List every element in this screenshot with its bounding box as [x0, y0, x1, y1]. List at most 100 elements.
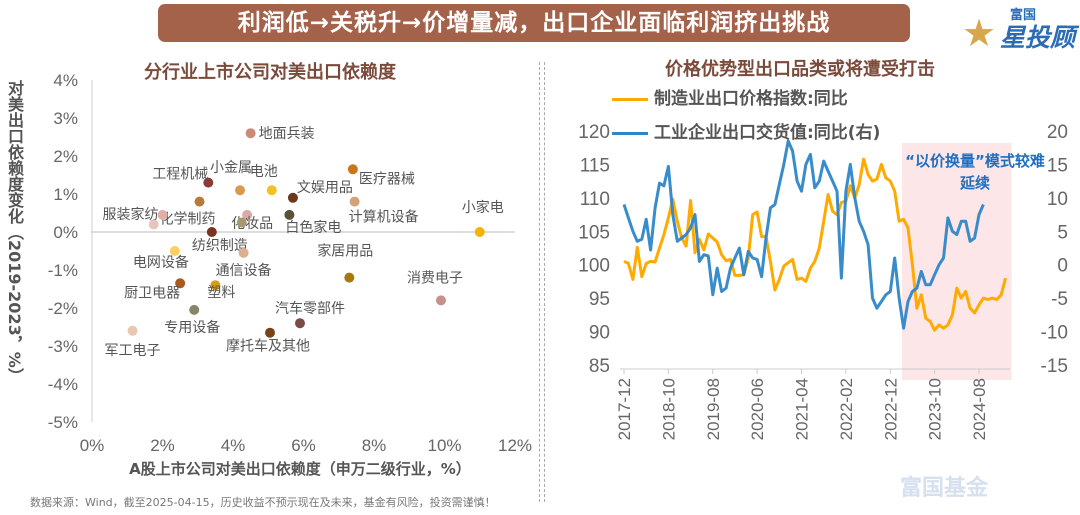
scatter-y-tick: -1% — [48, 261, 78, 280]
scatter-point — [157, 209, 168, 220]
line-x-tick: 2023-10 — [926, 378, 945, 440]
scatter-point-label: 地面兵装 — [259, 126, 315, 142]
scatter-point — [242, 209, 253, 220]
scatter-y-tick: -4% — [48, 375, 78, 394]
line-y-right-tick: 15 — [1047, 155, 1068, 176]
scatter-point-label: 工程机械 — [152, 167, 208, 183]
scatter-title: 分行业上市公司对美出口依赖度 — [144, 62, 396, 83]
line-x-tick: 2020-06 — [748, 378, 767, 440]
line-x-tick: 2017-12 — [615, 378, 634, 440]
source-note: 数据来源：Wind，截至2025-04-15，历史收益不预示现在及未来，基金有风… — [30, 496, 496, 509]
scatter-x-tick: 10% — [427, 436, 461, 455]
scatter-point — [189, 304, 200, 315]
line-x-tick: 2022-02 — [837, 378, 856, 440]
scatter-x-axis-label: A股上市公司对美出口依赖度（申万二级行业，%） — [129, 460, 471, 478]
scatter-point — [284, 209, 295, 220]
legend-swatch-export — [612, 131, 648, 135]
scatter-point-label: 计算机设备 — [349, 209, 419, 226]
scatter-point-label: 电池 — [250, 164, 278, 180]
scatter-point — [435, 295, 446, 306]
line-annotation: “以价换量”模式较难延续 — [905, 152, 1045, 192]
scatter-point — [210, 280, 221, 291]
line-y-right-tick: -5 — [1051, 289, 1068, 310]
legend-item-price: 制造业出口价格指数:同比 — [612, 84, 848, 109]
logo-small-text: 富国 — [1010, 8, 1037, 23]
watermark: 富国基金 — [900, 476, 989, 501]
scatter-point-label: 服装家纺 — [103, 206, 159, 223]
series-line-export-value — [622, 139, 985, 330]
scatter-point-label: 文娱用品 — [297, 180, 353, 196]
scatter-point-label: 纺织制造 — [192, 238, 248, 254]
line-x-tick: 2019-08 — [704, 378, 723, 440]
line-y-left-tick: 100 — [578, 256, 610, 277]
scatter-y-tick: -3% — [48, 337, 78, 356]
legend-label-price: 制造业出口价格指数:同比 — [654, 89, 848, 109]
scatter-x-tick: 12% — [498, 436, 532, 455]
scatter-point-label: 化学制药 — [160, 212, 216, 228]
scatter-point — [474, 227, 485, 237]
scatter-x-tick: 0% — [80, 436, 105, 455]
highlight-region — [902, 143, 1012, 380]
line-y-right-tick: 10 — [1047, 189, 1068, 210]
scatter-point-label: 军工电子 — [105, 343, 161, 359]
scatter-point-label: 小家电 — [462, 199, 504, 216]
line-y-left-tick: 110 — [580, 189, 610, 210]
legend-label-export: 工业企业出口交货值:同比(右) — [654, 123, 881, 143]
scatter-y-tick: 3% — [53, 109, 78, 128]
scatter-y-tick: -5% — [48, 413, 78, 432]
scatter-point-label: 白色家电 — [285, 219, 341, 236]
line-y-left-tick: 90 — [589, 323, 610, 344]
scatter-y-axis-label: 对美出口依赖度变化（2019-2023，%） — [5, 80, 24, 384]
scatter-point — [236, 217, 247, 228]
scatter-point — [238, 247, 249, 258]
scatter-point — [148, 219, 159, 230]
scatter-point — [235, 185, 246, 196]
brand-logo: ★ 富国 星投顾 — [962, 4, 1077, 52]
scatter-point — [287, 192, 298, 203]
scatter-point — [194, 196, 205, 207]
scatter-y-tick: 0% — [53, 223, 78, 242]
scatter-point — [347, 164, 358, 175]
scatter-point — [265, 327, 276, 338]
scatter-point — [344, 272, 355, 283]
line-y-right-tick: 0 — [1057, 256, 1068, 277]
scatter-y-tick: -2% — [48, 299, 78, 318]
line-y-right-tick: 5 — [1057, 222, 1068, 243]
scatter-point — [245, 128, 256, 139]
scatter-point — [266, 185, 277, 196]
line-x-tick: 2024-08 — [970, 378, 989, 440]
line-y-right-tick: 20 — [1047, 122, 1068, 143]
scatter-point-label: 电网设备 — [133, 254, 189, 271]
line-y-left-tick: 105 — [578, 222, 610, 243]
line-y-right-tick: -10 — [1041, 323, 1068, 344]
scatter-x-tick: 2% — [150, 436, 175, 455]
scatter-point — [203, 177, 214, 188]
scatter-point-label: 医疗器械 — [359, 171, 415, 187]
scatter-y-tick: 4% — [53, 71, 78, 90]
scatter-y-tick: 1% — [53, 185, 78, 204]
scatter-y-tick: 2% — [53, 147, 78, 166]
scatter-x-tick: 6% — [291, 436, 316, 455]
line-y-left-tick: 85 — [589, 356, 610, 377]
page-banner: 利润低→关税升→价增量减，出口企业面临利润挤出挑战 — [158, 4, 910, 42]
scatter-x-tick: 8% — [362, 436, 387, 455]
star-icon: ★ — [962, 11, 997, 55]
scatter-point-label: 小金属 — [210, 160, 252, 176]
scatter-point-label: 消费电子 — [407, 270, 463, 286]
logo-big-text: 星投顾 — [1000, 23, 1076, 52]
scatter-point — [206, 227, 217, 237]
chart-divider — [539, 62, 545, 502]
legend-swatch-price — [612, 97, 648, 101]
scatter-point — [169, 246, 180, 256]
scatter-point — [175, 278, 186, 289]
scatter-point-label: 汽车零部件 — [275, 300, 345, 317]
scatter-point-label: 专用设备 — [164, 319, 220, 336]
line-y-left-tick: 95 — [589, 289, 610, 310]
line-x-tick: 2022-12 — [881, 378, 900, 440]
scatter-point-label: 摩托车及其他 — [226, 338, 310, 355]
scatter-point — [349, 196, 360, 207]
line-y-right-tick: -15 — [1041, 356, 1068, 377]
line-x-tick: 2018-10 — [659, 378, 678, 440]
scatter-point — [294, 318, 305, 329]
